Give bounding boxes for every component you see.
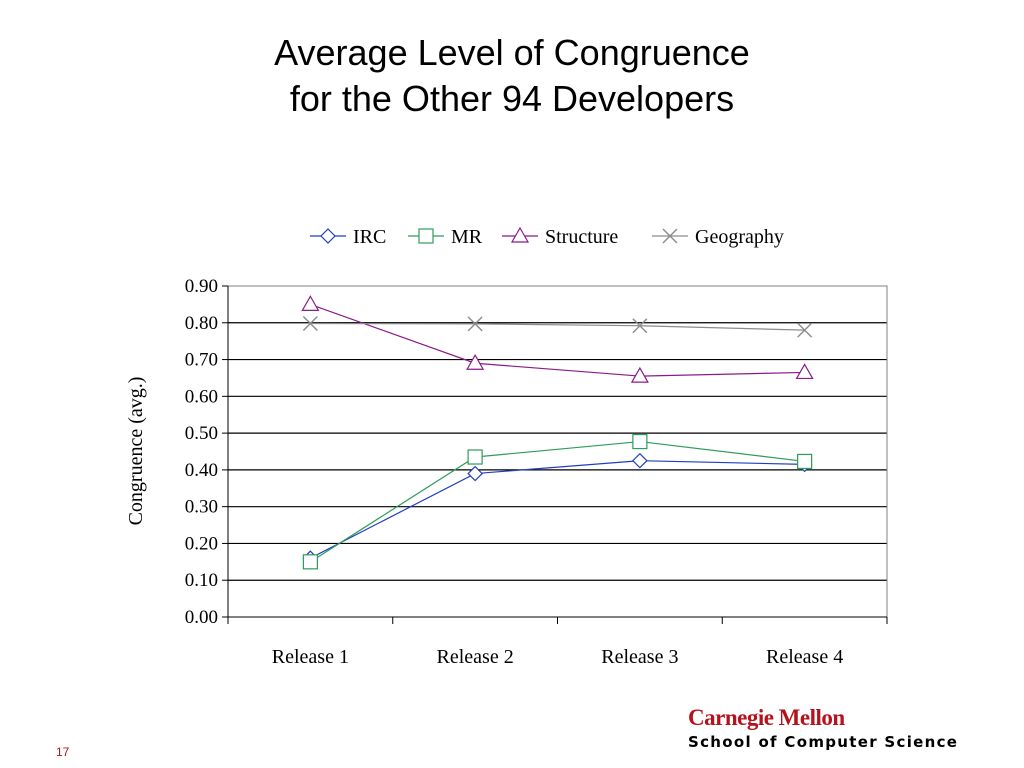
- data-point-irc: [632, 452, 648, 469]
- x-tick-label: Release 4: [766, 646, 843, 668]
- y-tick-label: 0.10: [185, 570, 218, 591]
- series-structure: [301, 295, 814, 383]
- data-point-structure: [301, 295, 320, 311]
- legend-item-geography: Geography: [652, 226, 784, 248]
- series-line-irc: [310, 460, 805, 559]
- legend-marker: [510, 226, 530, 243]
- data-point-mr: [302, 554, 318, 570]
- data-point-structure: [795, 363, 814, 380]
- plot-area-frame: [227, 285, 888, 618]
- y-tick-label: 0.30: [185, 497, 218, 518]
- y-tick-label: 0.70: [185, 350, 218, 371]
- series-mr: [302, 433, 813, 570]
- y-tick-label: 0.00: [185, 607, 218, 628]
- y-axis-label: Congruence (avg.): [125, 377, 147, 526]
- legend-label: IRC: [353, 226, 386, 248]
- x-marker-stroke: [632, 318, 648, 334]
- data-point-irc: [467, 465, 483, 482]
- axes: 0.00 0.10 0.20 0.30 0.40 0.50 0.60 0.70 0.80 0.90…: [185, 276, 888, 668]
- logo-wordmark: Carnegie Mellon: [688, 705, 845, 730]
- y-tick-label: 0.20: [185, 533, 218, 554]
- cmu-logo: Carnegie Mellon School of Computer Scien…: [688, 706, 958, 752]
- slide-title-line-2: for the Other 94 Developers: [289, 78, 735, 119]
- x-marker-stroke: [467, 316, 483, 332]
- y-tick-label: 0.90: [185, 276, 218, 297]
- x-marker-stroke: [662, 228, 678, 244]
- y-tick-label: 0.80: [185, 313, 218, 334]
- x-marker-stroke: [797, 322, 813, 338]
- legend: IRC MR Structure Geography: [310, 226, 784, 248]
- y-tick-label: 0.50: [185, 423, 218, 444]
- legend-marker: [662, 228, 678, 244]
- x-marker-stroke: [302, 316, 318, 332]
- x-tick-label: Release 1: [272, 646, 349, 668]
- series-line-mr: [310, 440, 805, 563]
- y-tick-label: 0.40: [185, 460, 218, 481]
- legend-item-structure: Structure: [502, 226, 618, 248]
- data-point-mr: [467, 449, 483, 465]
- legend-label: Geography: [695, 226, 784, 248]
- x-tick-label: Release 2: [437, 646, 514, 668]
- legend-marker: [418, 228, 434, 244]
- legend-item-mr: MR: [408, 226, 483, 248]
- data-point-geography: [797, 322, 813, 338]
- legend-label: MR: [451, 226, 483, 248]
- series-line-structure: [310, 303, 805, 377]
- data-point-geography: [467, 316, 483, 332]
- y-tick-label: 0.60: [185, 386, 218, 407]
- page-number: 17: [56, 745, 70, 759]
- data-point-geography: [632, 318, 648, 334]
- legend-label: Structure: [545, 226, 618, 248]
- legend-marker: [320, 228, 336, 244]
- series: [301, 295, 814, 570]
- data-point-mr: [632, 433, 648, 450]
- series-geography: [302, 316, 813, 338]
- gridlines: [228, 322, 887, 581]
- logo-subtitle: School of Computer Science: [688, 733, 959, 751]
- data-point-mr: [797, 453, 813, 470]
- data-point-structure: [630, 366, 649, 383]
- series-line-geography: [310, 322, 805, 331]
- slide-title: Average Level of Congruence for the Othe…: [0, 30, 1024, 122]
- x-tick-label: Release 3: [601, 646, 678, 668]
- legend-item-irc: IRC: [310, 226, 386, 248]
- slide-title-line-1: Average Level of Congruence: [274, 32, 750, 73]
- data-point-geography: [302, 316, 318, 332]
- data-point-structure: [466, 354, 485, 370]
